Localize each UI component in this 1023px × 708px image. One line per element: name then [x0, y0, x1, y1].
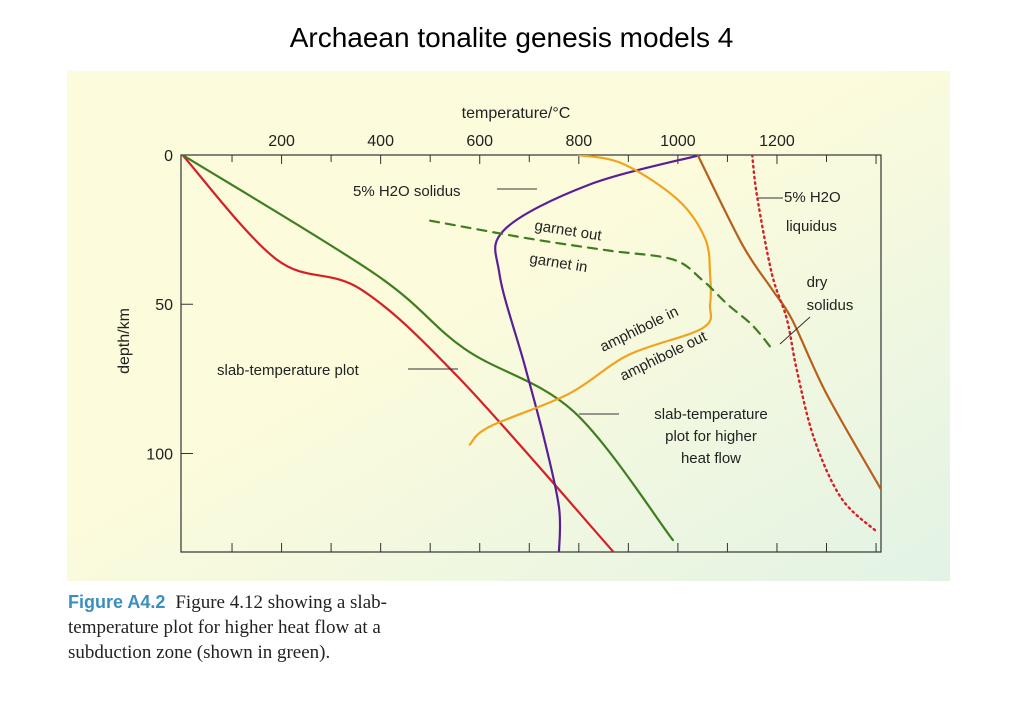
caption-text: Figure 4.12 showing a slab-temperature p… — [68, 592, 387, 663]
series-amphibole — [468, 155, 713, 446]
label-slab-high-1: slab-temperature — [654, 406, 767, 423]
y-tick-label: 100 — [146, 446, 173, 463]
leader-dry-solidus — [779, 316, 811, 345]
x-tick-label: 1200 — [759, 133, 795, 150]
label-wet-solidus: 5% H2O solidus — [353, 183, 461, 200]
phase-diagram-chart: 200 400 600 800 1000 1200 0 50 100 temperature/… — [67, 71, 950, 581]
page-title: Archaean tonalite genesis models 4 — [289, 22, 734, 53]
series-garnet — [429, 219, 774, 351]
x-tick-label: 600 — [466, 133, 493, 150]
plot-frame — [180, 154, 882, 553]
figure: 200 400 600 800 1000 1200 0 50 100 temperature/… — [67, 71, 950, 581]
caption-label: Figure A4.2 — [68, 592, 166, 612]
x-axis-ticks: 200 400 600 800 1000 1200 — [231, 133, 877, 552]
leader-lines — [408, 188, 811, 415]
y-tick-label: 0 — [164, 148, 173, 165]
y-axis-title: depth/km — [116, 308, 133, 374]
label-wet-liquidus-1: 5% H2O — [784, 189, 841, 206]
figure-caption: Figure A4.2 Figure 4.12 showing a slab-te… — [68, 590, 468, 665]
series-slab-high — [181, 155, 675, 542]
x-tick-label: 200 — [268, 133, 295, 150]
chart-background — [67, 71, 950, 581]
label-wet-liquidus-2: liquidus — [786, 218, 837, 235]
label-slab: slab-temperature plot — [217, 362, 360, 379]
x-axis-title: temperature/°C — [462, 105, 571, 122]
series-layer — [181, 155, 881, 552]
label-slab-high-3: heat flow — [681, 450, 741, 467]
label-slab-high-2: plot for higher — [665, 428, 757, 445]
series-wet-liquidus — [750, 155, 878, 533]
y-axis-ticks: 0 50 100 — [146, 148, 193, 463]
x-tick-label: 800 — [565, 133, 592, 150]
series-dry-solidus — [696, 155, 881, 491]
x-tick-label: 400 — [367, 133, 394, 150]
series-wet-solidus — [494, 155, 702, 552]
label-dry-solidus-2: solidus — [807, 297, 854, 314]
y-tick-label: 50 — [155, 297, 173, 314]
label-dry-solidus-1: dry — [807, 274, 828, 291]
series-slab — [181, 155, 615, 552]
x-tick-label: 1000 — [660, 133, 696, 150]
